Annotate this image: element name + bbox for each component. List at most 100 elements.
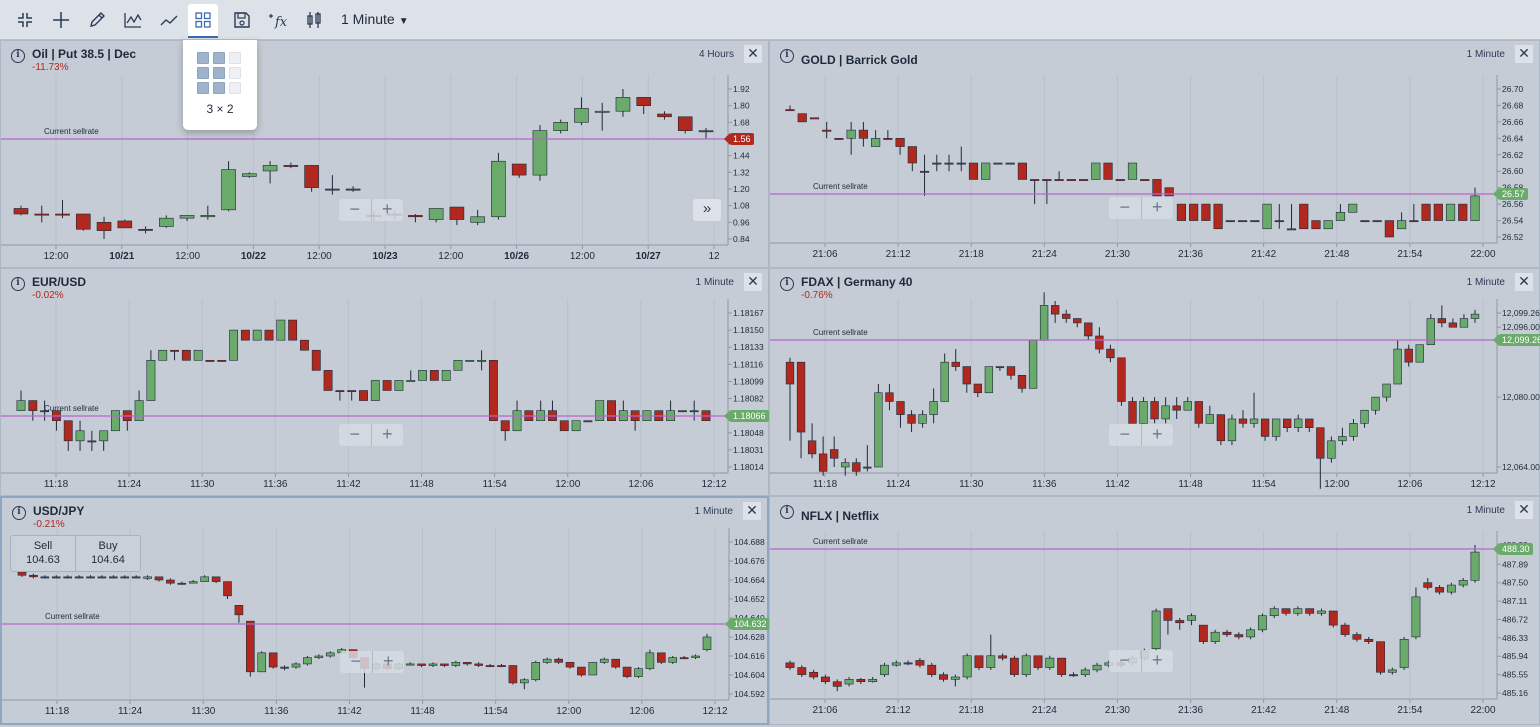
zoom-in-button[interactable]: + <box>1151 650 1163 670</box>
crosshair-icon[interactable] <box>46 6 76 34</box>
candle-body <box>927 664 937 675</box>
layout-cell[interactable] <box>229 52 241 64</box>
candle-body <box>451 662 461 666</box>
candle-body <box>268 652 278 668</box>
trendline-icon[interactable] <box>154 6 184 34</box>
layout-cell[interactable] <box>197 52 209 64</box>
chart-panel: 26.70 26.68 26.66 26.64 26.62 26.60 26.58 26.56… <box>769 40 1540 268</box>
candlestick-chart[interactable]: 488.30 487.89 487.50 487.11 486.72 486.33 485.… <box>770 497 1540 726</box>
function-icon[interactable]: fx <box>263 6 293 34</box>
zoom-out-button[interactable]: − <box>339 199 372 221</box>
panel-interval: 4 Hours <box>698 49 734 60</box>
candle-body <box>1017 162 1027 180</box>
candle-body <box>1021 655 1031 675</box>
candle-body <box>347 390 357 393</box>
info-icon[interactable]: i <box>11 277 25 291</box>
pencil-icon[interactable] <box>82 6 112 34</box>
y-tick-label: 104.676 <box>734 556 765 566</box>
x-tick-label: 10/26 <box>504 251 529 262</box>
candle-body <box>874 392 883 468</box>
zoom-in-button[interactable]: + <box>1151 424 1163 444</box>
candle-body <box>883 138 893 140</box>
layout-cell[interactable] <box>213 52 225 64</box>
candle-body <box>1042 179 1052 181</box>
candle-body <box>1078 179 1089 181</box>
zoom-out-button[interactable]: − <box>340 651 373 673</box>
grid-layout-icon[interactable] <box>188 4 218 38</box>
candle-body <box>291 663 301 668</box>
candle-body <box>1409 220 1419 223</box>
candlestick-chart[interactable]: 26.70 26.68 26.66 26.64 26.62 26.60 26.58 26.56… <box>770 41 1540 269</box>
x-tick-label: 21:12 <box>886 249 911 260</box>
candle-body <box>29 574 38 578</box>
candlestick-chart[interactable]: 104.688104.676104.664104.652104.640104.6… <box>2 498 771 727</box>
candle-body <box>599 658 609 663</box>
layout-cell[interactable] <box>229 67 241 79</box>
panel-header: i EUR/USD -0.02% 1 Minute ✕ <box>1 269 768 305</box>
layout-cell[interactable] <box>213 67 225 79</box>
info-icon[interactable]: i <box>780 277 794 291</box>
candle-body <box>485 665 495 668</box>
layout-cell[interactable] <box>229 82 241 94</box>
close-button[interactable]: ✕ <box>1515 45 1533 63</box>
candle-body <box>408 215 423 218</box>
close-button[interactable]: ✕ <box>1515 501 1533 519</box>
zoom-in-button[interactable]: + <box>1151 197 1163 217</box>
candle-body <box>962 655 972 678</box>
candle-body <box>542 658 552 663</box>
layout-cell[interactable] <box>197 82 209 94</box>
candle-body <box>1376 641 1385 673</box>
info-icon[interactable]: i <box>11 49 25 63</box>
layout-cell[interactable] <box>197 67 209 79</box>
info-icon[interactable]: i <box>780 49 794 63</box>
candle-body <box>166 579 175 584</box>
close-button[interactable]: ✕ <box>743 502 761 520</box>
candle-body <box>1194 401 1203 424</box>
candle-body <box>1163 608 1173 621</box>
save-icon[interactable] <box>227 6 257 34</box>
x-tick-label: 11:36 <box>1032 479 1057 490</box>
current-price-tag: 488.30 <box>1493 543 1533 555</box>
panel-interval: 1 Minute <box>694 506 733 517</box>
x-tick-label: 11:54 <box>483 479 508 490</box>
x-tick-label: 21:18 <box>959 705 984 716</box>
zoom-in-button[interactable]: + <box>382 651 394 671</box>
zoom-in-button[interactable]: + <box>381 424 393 444</box>
x-tick-label: 21:54 <box>1397 705 1422 716</box>
candlestick-chart[interactable]: 1.18167 1.18150 1.18133 1.18116 1.18099 1.180… <box>1 269 770 497</box>
y-tick-label: 1.18031 <box>733 445 764 455</box>
candle-body <box>1172 405 1181 411</box>
current-rate-label: Current sellrate <box>813 182 868 191</box>
layout-cell[interactable] <box>213 82 225 94</box>
line-chart-icon[interactable] <box>118 6 148 34</box>
candle-body <box>1139 401 1148 424</box>
info-icon[interactable]: i <box>780 505 794 519</box>
interval-selector[interactable]: 1 Minute ▼ <box>341 11 409 27</box>
zoom-out-button[interactable]: − <box>339 424 372 446</box>
candle-body <box>1459 318 1469 328</box>
collapse-icon[interactable] <box>10 6 40 34</box>
candle-body <box>1152 179 1162 197</box>
candle-body <box>1305 418 1314 428</box>
candle-body <box>636 97 652 106</box>
buy-button[interactable]: Buy 104.64 <box>76 536 140 571</box>
close-button[interactable]: ✕ <box>744 273 762 291</box>
info-icon[interactable]: i <box>12 506 26 520</box>
zoom-out-button[interactable]: − <box>1109 424 1142 446</box>
close-button[interactable]: ✕ <box>1515 273 1533 291</box>
candle-body <box>846 129 856 139</box>
zoom-out-button[interactable]: − <box>1109 650 1142 672</box>
instrument-title: Oil | Put 38.5 | Dec <box>32 47 137 61</box>
x-tick-label: 12:00 <box>555 479 580 490</box>
scroll-to-latest-button[interactable]: » <box>693 199 721 221</box>
y-tick-label: 1.18167 <box>733 308 764 318</box>
layout-grid-picker[interactable] <box>197 52 243 96</box>
candle-body <box>143 576 152 579</box>
candlestick-chart[interactable]: 12,099.26 12,096.00 12,080.00 12,064.00 11:1… <box>770 269 1540 497</box>
candle-body <box>13 208 29 215</box>
zoom-out-button[interactable]: − <box>1109 197 1142 219</box>
zoom-in-button[interactable]: + <box>381 199 393 219</box>
close-button[interactable]: ✕ <box>744 45 762 63</box>
candle-type-icon[interactable] <box>299 6 329 34</box>
sell-button[interactable]: Sell 104.63 <box>11 536 76 571</box>
